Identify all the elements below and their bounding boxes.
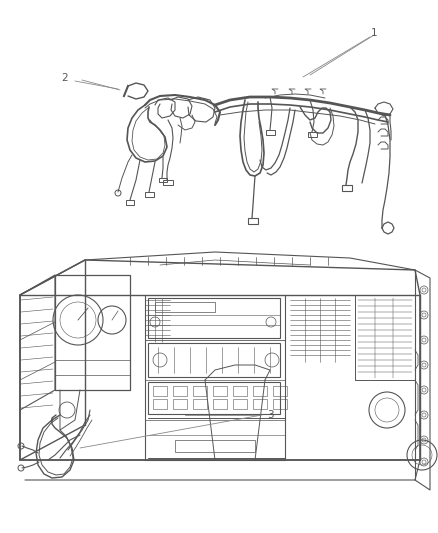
Bar [153,399,167,409]
Bar [193,399,207,409]
Bar [233,386,247,396]
Bar [145,192,154,197]
Bar [159,178,167,182]
Bar [175,440,255,452]
Bar [173,386,187,396]
Text: 3: 3 [267,410,273,420]
Bar [248,218,258,224]
Bar [213,399,227,409]
Bar [266,130,275,135]
Bar [163,180,173,185]
Bar [148,382,280,414]
Bar [253,399,267,409]
Bar [273,399,287,409]
Bar [193,386,207,396]
Text: 1: 1 [371,28,377,38]
Bar [233,399,247,409]
Bar [148,343,280,377]
Text: 2: 2 [62,73,68,83]
Bar [126,200,134,205]
Bar [153,386,167,396]
Bar [173,399,187,409]
Bar [148,298,280,338]
Bar [155,302,215,312]
Bar [273,386,287,396]
Bar [342,185,352,191]
Bar [213,386,227,396]
Bar [308,132,317,137]
Bar [253,386,267,396]
